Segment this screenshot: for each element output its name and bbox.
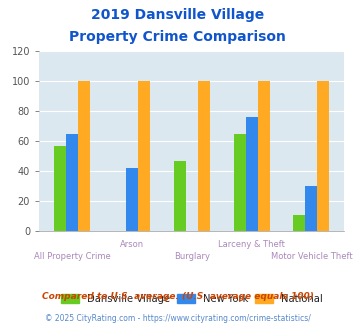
Text: Larceny & Theft: Larceny & Theft xyxy=(218,240,285,249)
Bar xyxy=(246,117,257,231)
Text: Compared to U.S. average. (U.S. average equals 100): Compared to U.S. average. (U.S. average … xyxy=(42,292,313,301)
Bar xyxy=(317,81,329,231)
Bar xyxy=(138,81,150,231)
Text: All Property Crime: All Property Crime xyxy=(34,252,110,261)
Text: Arson: Arson xyxy=(120,240,144,249)
Bar xyxy=(294,214,305,231)
Legend: Dansville Village, New York, National: Dansville Village, New York, National xyxy=(61,294,323,304)
Bar xyxy=(174,161,186,231)
Text: © 2025 CityRating.com - https://www.cityrating.com/crime-statistics/: © 2025 CityRating.com - https://www.city… xyxy=(45,314,310,323)
Bar xyxy=(78,81,90,231)
Bar xyxy=(234,134,246,231)
Bar xyxy=(198,81,210,231)
Text: 2019 Dansville Village: 2019 Dansville Village xyxy=(91,8,264,22)
Text: Burglary: Burglary xyxy=(174,252,210,261)
Bar xyxy=(257,81,269,231)
Bar xyxy=(126,168,138,231)
Bar xyxy=(54,146,66,231)
Text: Property Crime Comparison: Property Crime Comparison xyxy=(69,30,286,44)
Text: Motor Vehicle Theft: Motor Vehicle Theft xyxy=(271,252,352,261)
Bar xyxy=(305,186,317,231)
Bar xyxy=(66,134,78,231)
